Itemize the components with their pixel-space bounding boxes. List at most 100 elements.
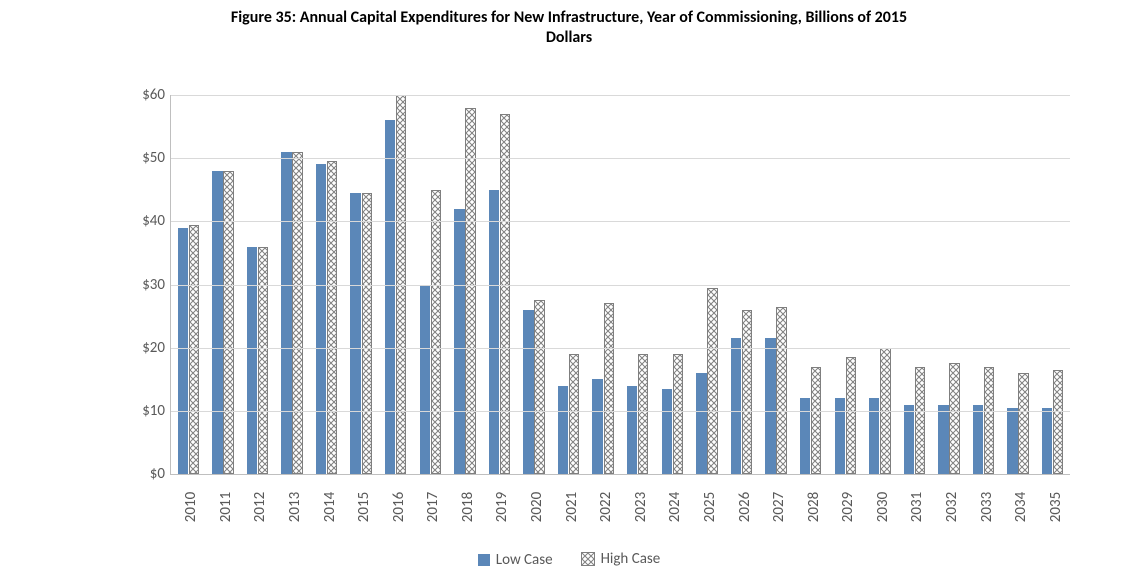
legend: Low Case High Case	[0, 550, 1138, 571]
bar-low-case	[835, 398, 845, 474]
legend-label: High Case	[601, 550, 661, 568]
bar-high-case	[1053, 370, 1063, 474]
bar-high-case	[223, 171, 233, 474]
bar-high-case	[292, 152, 302, 474]
bar-high-case	[189, 225, 199, 475]
x-tick-label: 2022	[597, 492, 615, 522]
y-tick-label: $10	[121, 402, 165, 420]
bar-high-case	[569, 354, 579, 474]
gridline	[171, 221, 1070, 222]
x-tick-label: 2020	[528, 492, 546, 522]
x-tick-label: 2016	[390, 492, 408, 522]
gridline	[171, 348, 1070, 349]
bar-low-case	[800, 398, 810, 474]
bar-high-case	[362, 193, 372, 474]
bar-low-case	[765, 338, 775, 474]
legend-item: High Case	[581, 550, 661, 568]
bar-high-case	[707, 288, 717, 474]
bar-low-case	[1007, 408, 1017, 474]
bar-low-case	[731, 338, 741, 474]
x-tick-label: 2019	[493, 492, 511, 522]
chart-title-line1: Figure 35: Annual Capital Expenditures f…	[0, 8, 1138, 28]
x-tick-label: 2017	[424, 492, 442, 522]
x-tick-label: 2033	[978, 492, 996, 522]
bar-low-case	[316, 164, 326, 474]
bar-high-case	[811, 367, 821, 474]
figure-container: Figure 35: Annual Capital Expenditures f…	[0, 0, 1138, 579]
bar-low-case	[489, 190, 499, 474]
bar-low-case	[869, 398, 879, 474]
x-tick-label: 2025	[701, 492, 719, 522]
gridline	[171, 411, 1070, 412]
bar-low-case	[420, 285, 430, 475]
y-tick-label: $60	[121, 86, 165, 104]
bar-low-case	[938, 405, 948, 474]
x-tick-label: 2032	[943, 492, 961, 522]
bar-low-case	[178, 228, 188, 474]
x-tick-label: 2028	[805, 492, 823, 522]
y-tick-label: $20	[121, 339, 165, 357]
chart-title: Figure 35: Annual Capital Expenditures f…	[0, 0, 1138, 48]
gridline	[171, 95, 1070, 96]
y-tick-label: $40	[121, 212, 165, 230]
x-tick-label: 2034	[1012, 492, 1030, 522]
bar-high-case	[638, 354, 648, 474]
gridline	[171, 285, 1070, 286]
x-tick-label: 2024	[666, 492, 684, 522]
plot-wrap: $0$10$20$30$40$50$6020102011201220132014…	[120, 95, 1070, 475]
bar-low-case	[696, 373, 706, 474]
x-tick-label: 2023	[632, 492, 650, 522]
bar-high-case	[431, 190, 441, 474]
bar-high-case	[742, 310, 752, 474]
bar-low-case	[662, 389, 672, 474]
bar-low-case	[904, 405, 914, 474]
bar-high-case	[500, 114, 510, 474]
bar-low-case	[281, 152, 291, 474]
bar-low-case	[523, 310, 533, 474]
legend-swatch	[478, 554, 490, 566]
x-tick-label: 2029	[839, 492, 857, 522]
bar-low-case	[973, 405, 983, 474]
x-tick-label: 2027	[770, 492, 788, 522]
x-tick-label: 2015	[355, 492, 373, 522]
legend-label: Low Case	[496, 551, 553, 569]
x-tick-label: 2035	[1047, 492, 1065, 522]
bar-high-case	[915, 367, 925, 474]
y-tick-label: $30	[121, 276, 165, 294]
bar-low-case	[385, 120, 395, 474]
x-tick-label: 2013	[286, 492, 304, 522]
bar-high-case	[673, 354, 683, 474]
x-tick-label: 2031	[908, 492, 926, 522]
x-tick-label: 2026	[736, 492, 754, 522]
y-tick-label: $0	[121, 465, 165, 483]
bar-low-case	[454, 209, 464, 474]
x-tick-label: 2010	[182, 492, 200, 522]
bar-high-case	[1018, 373, 1028, 474]
bar-high-case	[846, 357, 856, 474]
bar-high-case	[258, 247, 268, 474]
bar-high-case	[327, 161, 337, 474]
bar-low-case	[1042, 408, 1052, 474]
legend-item: Low Case	[478, 551, 553, 569]
bar-low-case	[212, 171, 222, 474]
bar-high-case	[776, 307, 786, 474]
bar-low-case	[627, 386, 637, 474]
plot-area: $0$10$20$30$40$50$6020102011201220132014…	[170, 95, 1070, 475]
bar-high-case	[604, 303, 614, 474]
x-tick-label: 2021	[563, 492, 581, 522]
gridline	[171, 158, 1070, 159]
x-tick-label: 2018	[459, 492, 477, 522]
x-tick-label: 2012	[251, 492, 269, 522]
bar-low-case	[558, 386, 568, 474]
x-tick-label: 2030	[874, 492, 892, 522]
bar-high-case	[984, 367, 994, 474]
bar-high-case	[465, 108, 475, 474]
bar-high-case	[534, 300, 544, 474]
legend-swatch	[581, 552, 595, 566]
bar-low-case	[350, 193, 360, 474]
bar-high-case	[949, 363, 959, 474]
x-tick-label: 2014	[321, 492, 339, 522]
bar-low-case	[592, 379, 602, 474]
x-tick-label: 2011	[217, 492, 235, 522]
chart-title-line2: Dollars	[0, 28, 1138, 48]
